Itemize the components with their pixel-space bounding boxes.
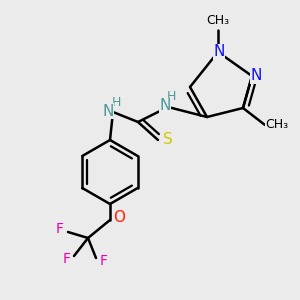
Text: N: N — [213, 44, 225, 59]
Text: CH₃: CH₃ — [206, 14, 230, 28]
Text: N: N — [159, 98, 171, 113]
Text: H: H — [111, 95, 121, 109]
Text: CH₃: CH₃ — [266, 118, 289, 131]
Text: O: O — [113, 211, 125, 226]
Text: S: S — [163, 133, 173, 148]
Text: N: N — [102, 103, 114, 118]
Text: F: F — [100, 254, 108, 268]
Text: F: F — [56, 222, 64, 236]
Text: F: F — [63, 252, 71, 266]
Text: H: H — [166, 91, 176, 103]
Text: N: N — [250, 68, 262, 83]
